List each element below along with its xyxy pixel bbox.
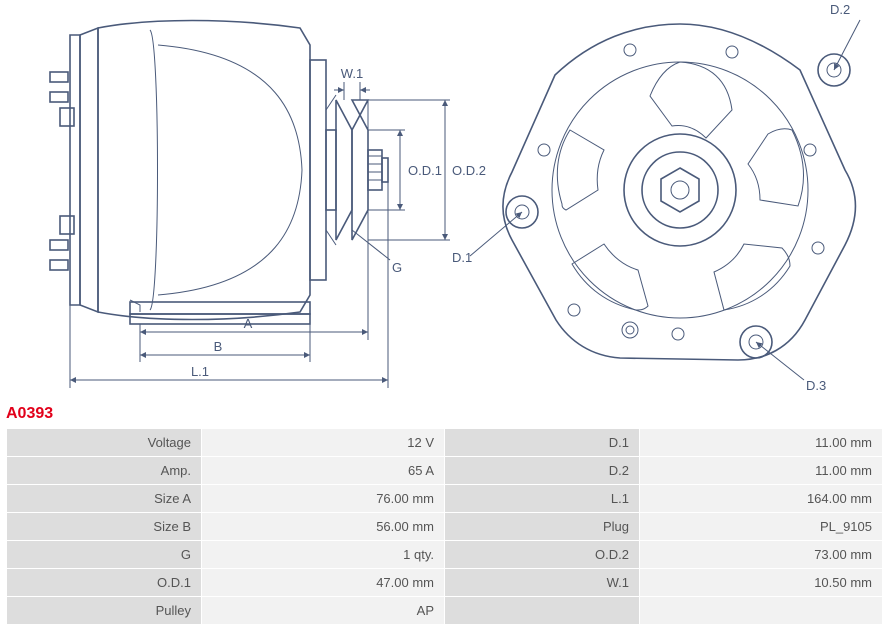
spec-value: 73.00 mm — [640, 541, 883, 569]
dim-D3: D.3 — [806, 378, 826, 393]
technical-drawing: A B L.1 W.1 O.D.1 O.D.2 G — [0, 0, 889, 400]
spec-label — [445, 597, 640, 625]
spec-value: 164.00 mm — [640, 485, 883, 513]
spec-value: 47.00 mm — [202, 569, 445, 597]
spec-value: PL_9105 — [640, 513, 883, 541]
dim-B: B — [214, 339, 223, 354]
spec-value: 65 A — [202, 457, 445, 485]
front-view: D.1 D.2 D.3 — [452, 2, 860, 393]
spec-label: Size B — [7, 513, 202, 541]
dim-D2: D.2 — [830, 2, 850, 17]
spec-value: 12 V — [202, 429, 445, 457]
dim-W1: W.1 — [341, 66, 363, 81]
dim-L1: L.1 — [191, 364, 209, 379]
dim-G: G — [392, 260, 402, 275]
dim-D1: D.1 — [452, 250, 472, 265]
spec-label: Size A — [7, 485, 202, 513]
spec-label: L.1 — [445, 485, 640, 513]
spec-value: AP — [202, 597, 445, 625]
table-row: G1 qty.O.D.273.00 mm — [7, 541, 883, 569]
spec-label: D.2 — [445, 457, 640, 485]
spec-label: Pulley — [7, 597, 202, 625]
dim-OD2: O.D.2 — [452, 163, 486, 178]
table-row: O.D.147.00 mmW.110.50 mm — [7, 569, 883, 597]
dim-A: A — [244, 316, 253, 331]
spec-label: O.D.1 — [7, 569, 202, 597]
spec-value — [640, 597, 883, 625]
table-row: Size A76.00 mmL.1164.00 mm — [7, 485, 883, 513]
table-row: Amp.65 AD.211.00 mm — [7, 457, 883, 485]
diagram-svg: A B L.1 W.1 O.D.1 O.D.2 G — [0, 0, 889, 400]
table-row: PulleyAP — [7, 597, 883, 625]
spec-value: 1 qty. — [202, 541, 445, 569]
table-row: Voltage12 VD.111.00 mm — [7, 429, 883, 457]
spec-label: G — [7, 541, 202, 569]
spec-value: 56.00 mm — [202, 513, 445, 541]
spec-value: 11.00 mm — [640, 429, 883, 457]
side-view: A B L.1 W.1 O.D.1 O.D.2 G — [50, 21, 486, 389]
spec-table: Voltage12 VD.111.00 mmAmp.65 AD.211.00 m… — [6, 428, 883, 625]
spec-label: O.D.2 — [445, 541, 640, 569]
spec-value: 11.00 mm — [640, 457, 883, 485]
dim-OD1: O.D.1 — [408, 163, 442, 178]
spec-value: 76.00 mm — [202, 485, 445, 513]
spec-label: Plug — [445, 513, 640, 541]
table-row: Size B56.00 mmPlugPL_9105 — [7, 513, 883, 541]
spec-value: 10.50 mm — [640, 569, 883, 597]
spec-label: D.1 — [445, 429, 640, 457]
spec-label: Voltage — [7, 429, 202, 457]
spec-label: W.1 — [445, 569, 640, 597]
spec-label: Amp. — [7, 457, 202, 485]
part-number: A0393 — [6, 405, 53, 423]
